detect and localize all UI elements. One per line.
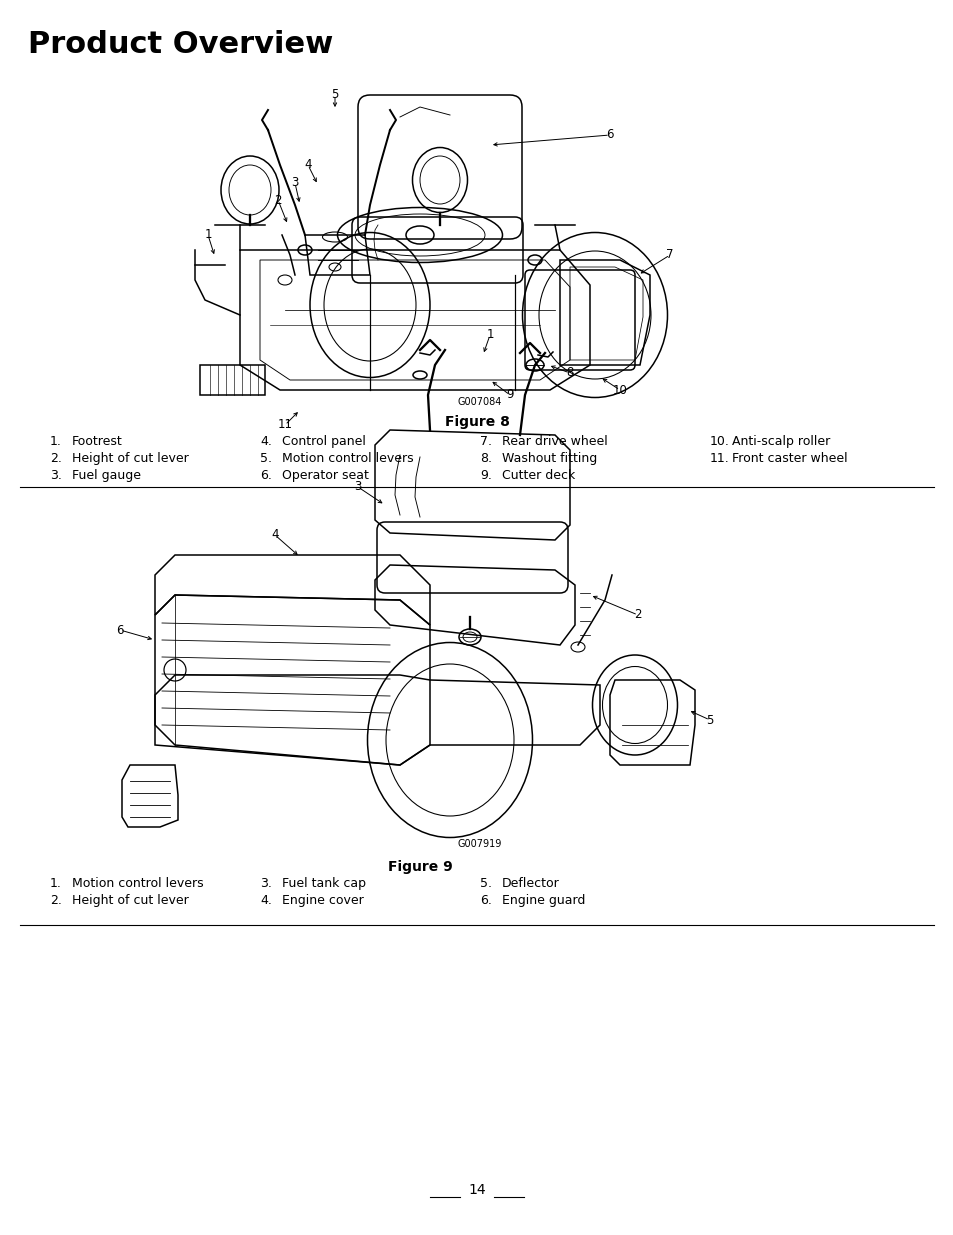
- Text: 6: 6: [116, 624, 124, 636]
- Text: 3.: 3.: [260, 877, 272, 890]
- Text: Motion control levers: Motion control levers: [282, 452, 414, 466]
- Text: 8.: 8.: [479, 452, 492, 466]
- Text: 7: 7: [665, 248, 673, 262]
- Text: Figure 9: Figure 9: [387, 860, 452, 874]
- Text: 2: 2: [274, 194, 281, 206]
- Text: 1: 1: [204, 228, 212, 242]
- Text: 6.: 6.: [479, 894, 492, 906]
- Text: Control panel: Control panel: [282, 435, 366, 448]
- Text: Motion control levers: Motion control levers: [71, 877, 203, 890]
- Text: 9: 9: [506, 389, 514, 401]
- Text: Deflector: Deflector: [501, 877, 559, 890]
- Text: Height of cut lever: Height of cut lever: [71, 894, 189, 906]
- Text: Cutter deck: Cutter deck: [501, 469, 575, 482]
- Text: Figure 8: Figure 8: [444, 415, 509, 429]
- Text: 8: 8: [566, 367, 573, 379]
- Text: 3: 3: [291, 177, 298, 189]
- Text: 11: 11: [277, 419, 293, 431]
- Text: G007919: G007919: [457, 839, 501, 848]
- Text: 9.: 9.: [479, 469, 492, 482]
- Text: Fuel gauge: Fuel gauge: [71, 469, 141, 482]
- Text: Engine guard: Engine guard: [501, 894, 585, 906]
- Text: 1: 1: [486, 329, 494, 342]
- Text: 1.: 1.: [50, 435, 62, 448]
- Text: 5: 5: [331, 89, 338, 101]
- Text: 5.: 5.: [479, 877, 492, 890]
- Text: Front caster wheel: Front caster wheel: [731, 452, 846, 466]
- Text: Anti-scalp roller: Anti-scalp roller: [731, 435, 829, 448]
- Text: 1.: 1.: [50, 877, 62, 890]
- Text: Fuel tank cap: Fuel tank cap: [282, 877, 366, 890]
- Text: Rear drive wheel: Rear drive wheel: [501, 435, 607, 448]
- Text: 11.: 11.: [709, 452, 729, 466]
- Text: 14: 14: [468, 1183, 485, 1197]
- Text: G007084: G007084: [457, 396, 501, 408]
- Text: 4.: 4.: [260, 894, 272, 906]
- Text: Footrest: Footrest: [71, 435, 123, 448]
- Text: 10.: 10.: [709, 435, 729, 448]
- Text: 5.: 5.: [260, 452, 272, 466]
- Text: 2.: 2.: [50, 894, 62, 906]
- Text: Product Overview: Product Overview: [28, 30, 333, 59]
- Text: Height of cut lever: Height of cut lever: [71, 452, 189, 466]
- Text: 5: 5: [705, 714, 713, 726]
- Text: 6: 6: [605, 128, 613, 142]
- Text: 3: 3: [354, 480, 361, 494]
- Text: 7.: 7.: [479, 435, 492, 448]
- Text: 2: 2: [634, 609, 641, 621]
- Text: 4: 4: [304, 158, 312, 172]
- Text: 4.: 4.: [260, 435, 272, 448]
- Text: 2.: 2.: [50, 452, 62, 466]
- Text: 6.: 6.: [260, 469, 272, 482]
- Text: Operator seat: Operator seat: [282, 469, 369, 482]
- Text: 3.: 3.: [50, 469, 62, 482]
- Text: 4: 4: [271, 529, 278, 541]
- Text: Engine cover: Engine cover: [282, 894, 363, 906]
- Text: Washout fitting: Washout fitting: [501, 452, 597, 466]
- Text: 10: 10: [612, 384, 627, 396]
